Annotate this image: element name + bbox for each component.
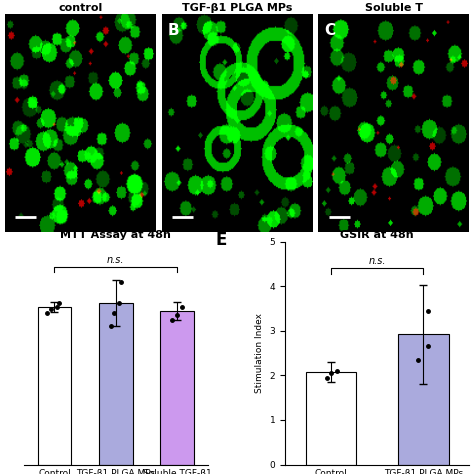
Text: C: C [325,23,336,38]
Title: Soluble T: Soluble T [365,3,423,13]
Text: E: E [215,231,227,248]
Bar [306,372,356,465]
Bar [99,303,133,465]
Title: GSIR at 48h: GSIR at 48h [340,229,414,239]
Title: control: control [58,3,102,13]
Text: n.s.: n.s. [107,255,125,265]
Title: TGF-β1 PLGA MPs: TGF-β1 PLGA MPs [182,3,292,13]
Bar [37,307,71,465]
Title: MTT Assay at 48h: MTT Assay at 48h [60,229,171,239]
Y-axis label: Stimulation Index: Stimulation Index [255,313,264,393]
Bar [398,335,448,465]
Bar [160,311,194,465]
Text: B: B [168,23,179,38]
Text: n.s.: n.s. [368,256,386,266]
